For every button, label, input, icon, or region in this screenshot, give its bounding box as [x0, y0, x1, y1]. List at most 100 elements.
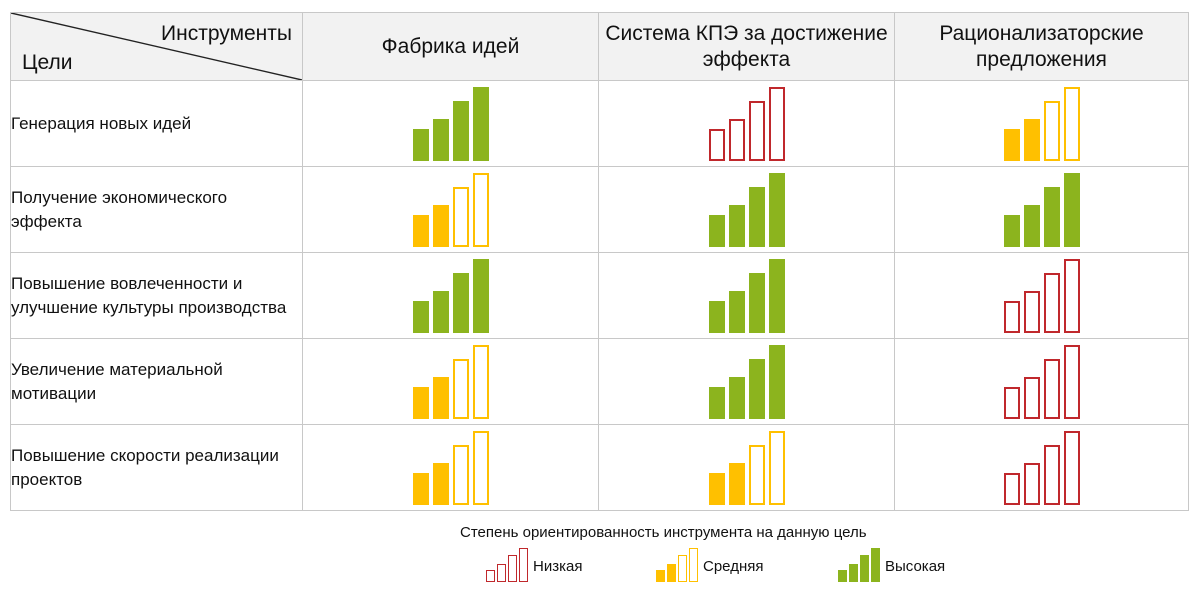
rating-bar — [472, 172, 489, 247]
rating-bar — [768, 258, 785, 333]
rating-cell — [598, 424, 895, 511]
rating-bar — [748, 358, 765, 419]
rating-bar — [1003, 300, 1020, 333]
rating-bar — [1023, 376, 1040, 419]
rating-bars-icon — [412, 172, 489, 247]
rating-bar — [412, 128, 429, 161]
rating-bar — [728, 118, 745, 161]
rating-bar — [768, 430, 785, 505]
rating-bars-icon — [1003, 344, 1080, 419]
column-header-kpi-system: Система КПЭ за достижение эффекта — [598, 12, 895, 81]
rating-bar — [472, 430, 489, 505]
rating-cell — [302, 80, 599, 167]
rating-bar — [708, 300, 725, 333]
rating-bar — [452, 358, 469, 419]
legend-bars-medium-icon — [656, 548, 698, 582]
rating-bar — [1043, 272, 1060, 333]
rating-bar — [1063, 172, 1080, 247]
rating-bar — [1043, 358, 1060, 419]
rating-bar — [860, 555, 869, 582]
rating-bar — [452, 272, 469, 333]
rating-bar — [452, 100, 469, 161]
rating-bar — [1043, 444, 1060, 505]
rating-cell — [894, 252, 1189, 339]
rating-bar — [708, 386, 725, 419]
rating-bar — [768, 344, 785, 419]
rating-bar — [708, 472, 725, 505]
rating-cell — [894, 166, 1189, 253]
legend-label-high: Высокая — [885, 558, 946, 575]
rating-bars-icon — [1003, 430, 1080, 505]
rating-bar — [678, 555, 687, 582]
rating-bar — [1043, 186, 1060, 247]
rating-bar — [432, 204, 449, 247]
rating-bar — [1003, 472, 1020, 505]
legend-label-low: Низкая — [533, 558, 583, 575]
rating-bars-icon — [412, 344, 489, 419]
rating-bar — [1063, 430, 1080, 505]
goal-label: Генерация новых идей — [10, 80, 303, 167]
goals-axis-label: Цели — [22, 51, 73, 74]
rating-bars-icon — [1003, 86, 1080, 161]
legend-item-medium: Средняя — [656, 548, 763, 582]
rating-cell — [894, 424, 1189, 511]
table-row: Генерация новых идей — [10, 80, 1189, 167]
rating-bar — [708, 128, 725, 161]
rating-bar — [1063, 344, 1080, 419]
rating-cell — [302, 166, 599, 253]
rating-bar — [1043, 100, 1060, 161]
rating-bar — [748, 272, 765, 333]
rating-bar — [768, 86, 785, 161]
goal-label: Увеличение материальной мотивации — [10, 338, 303, 425]
rating-cell — [894, 80, 1189, 167]
rating-bars-icon — [708, 344, 785, 419]
column-header-ideas-factory: Фабрика идей — [302, 12, 599, 81]
rating-bar — [432, 376, 449, 419]
rating-bar — [1023, 204, 1040, 247]
rating-bar — [412, 472, 429, 505]
rating-bars-icon — [412, 430, 489, 505]
rating-bar — [1023, 118, 1040, 161]
rating-bar — [1003, 214, 1020, 247]
rating-bars-icon — [708, 86, 785, 161]
rating-bars-icon — [708, 258, 785, 333]
rating-bars-icon — [1003, 172, 1080, 247]
rating-bars-icon — [412, 86, 489, 161]
rating-bar — [472, 258, 489, 333]
legend-label-medium: Средняя — [703, 558, 764, 575]
rating-bar — [1003, 128, 1020, 161]
rating-cell — [894, 338, 1189, 425]
rating-bar — [412, 214, 429, 247]
rating-bars-icon — [1003, 258, 1080, 333]
rating-bar — [849, 564, 858, 582]
comparison-matrix: Инструменты Цели Фабрика идей Система КП… — [10, 12, 1189, 511]
rating-bar — [1003, 386, 1020, 419]
corner-header-cell: Инструменты Цели — [10, 12, 303, 81]
rating-bar — [689, 548, 698, 582]
rating-cell — [302, 252, 599, 339]
legend-bars-low-icon — [486, 548, 528, 582]
rating-bar — [748, 100, 765, 161]
header-row: Инструменты Цели Фабрика идей Система КП… — [10, 12, 1189, 81]
legend-bars-high-icon — [838, 548, 880, 582]
table-row: Увеличение материальной мотивации — [10, 338, 1189, 425]
rating-bar — [1063, 86, 1080, 161]
rating-bar — [432, 290, 449, 333]
rating-bar — [1063, 258, 1080, 333]
tools-axis-label: Инструменты — [161, 22, 292, 45]
table-row: Получение экономического эффекта — [10, 166, 1189, 253]
rating-bar — [472, 344, 489, 419]
rating-bar — [656, 570, 665, 582]
rating-cell — [302, 338, 599, 425]
legend-item-low: Низкая — [486, 548, 582, 582]
rating-bar — [728, 290, 745, 333]
rating-bar — [432, 462, 449, 505]
rating-bar — [708, 214, 725, 247]
goal-label: Повышение вовлеченности и улучшение куль… — [10, 252, 303, 339]
rating-bar — [748, 444, 765, 505]
rating-bar — [452, 444, 469, 505]
rating-bars-icon — [708, 172, 785, 247]
rating-cell — [598, 166, 895, 253]
table-row: Повышение скорости реализации проектов — [10, 424, 1189, 511]
rating-bar — [748, 186, 765, 247]
